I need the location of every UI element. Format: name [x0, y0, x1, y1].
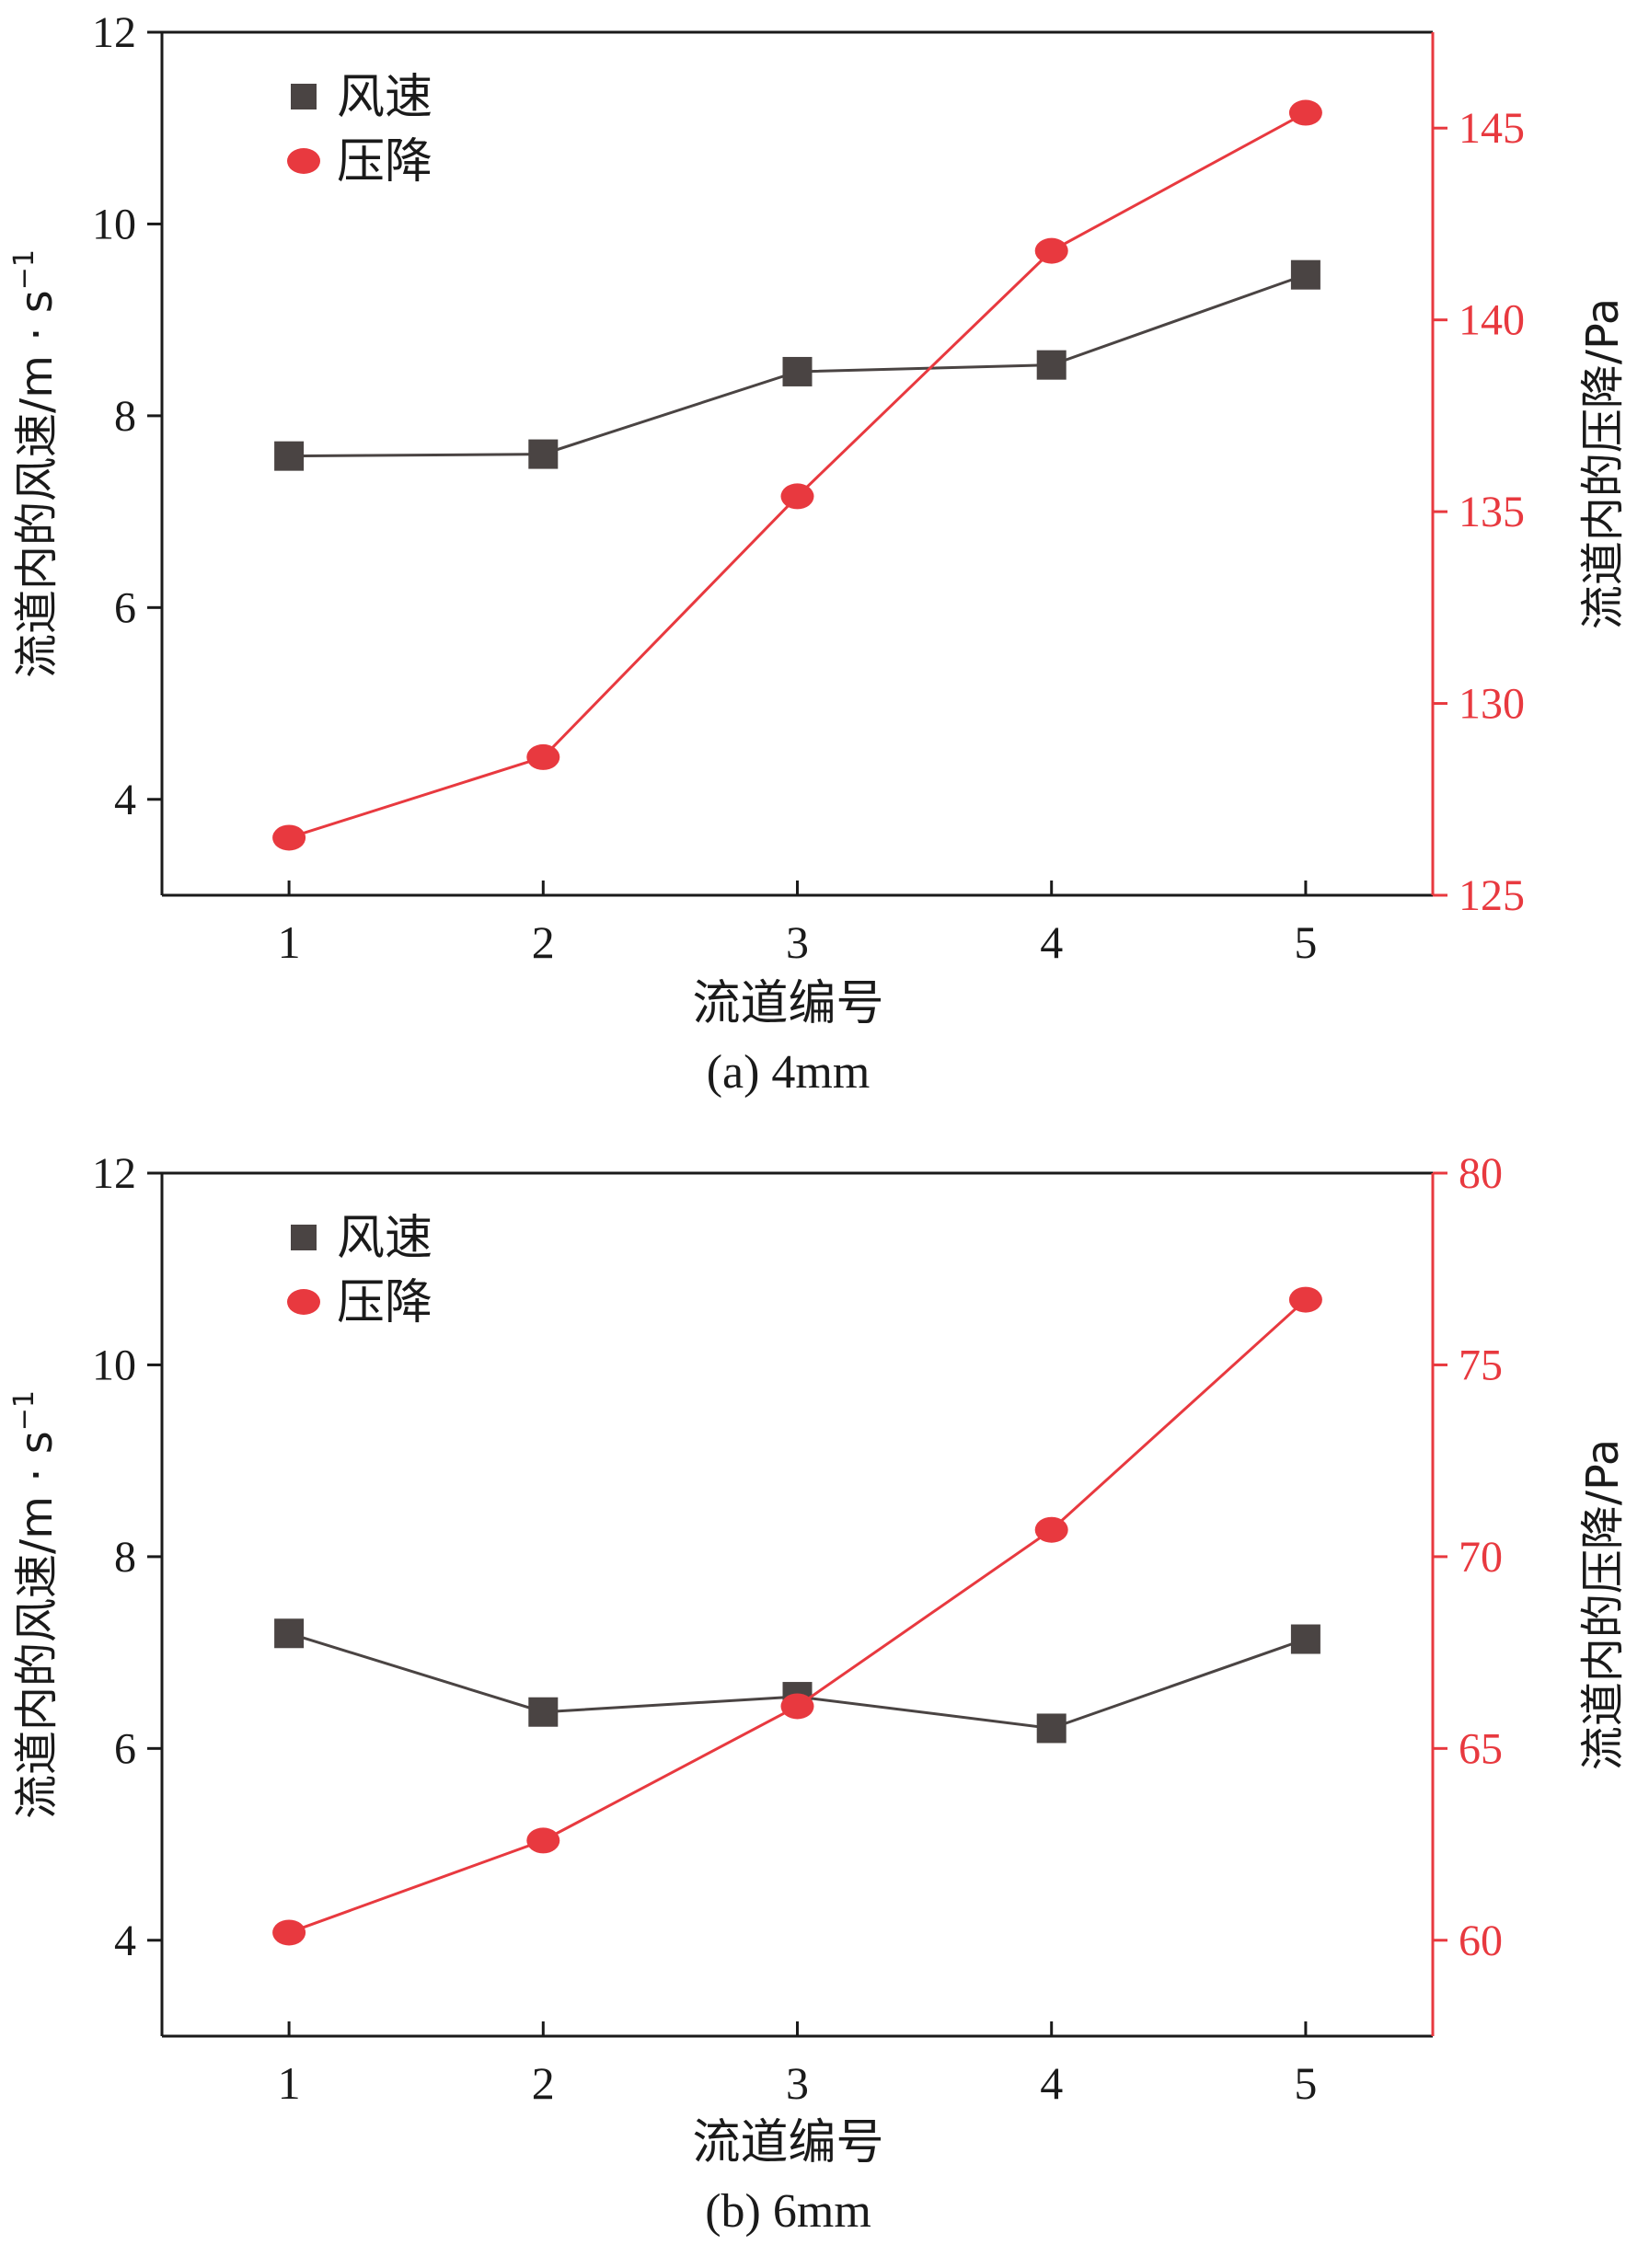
- x-axis-title: 流道编号: [692, 2115, 883, 2170]
- data-point-circle: [1034, 237, 1068, 264]
- data-point-square: [1290, 1624, 1320, 1654]
- left-y-axis-title-text: 流道内的风速/m · s: [11, 1431, 63, 1819]
- x-tick-label: 5: [1294, 916, 1317, 968]
- x-tick-label: 1: [278, 2057, 301, 2109]
- legend-marker-square: [291, 84, 317, 109]
- data-point-circle: [1288, 1286, 1322, 1313]
- left-y-tick-label: 12: [92, 1149, 136, 1198]
- series-line: [288, 1298, 1307, 1934]
- series-wind-speed: [274, 259, 1320, 471]
- x-tick-label: 4: [1040, 916, 1063, 968]
- left-y-axis-title-superscript: −1: [8, 249, 40, 290]
- legend-label-wind-speed: 风速: [337, 1211, 432, 1266]
- left-y-axis-title-superscript: −1: [8, 1390, 40, 1431]
- x-tick-label: 3: [786, 2057, 809, 2109]
- right-y-tick-label: 130: [1459, 680, 1525, 729]
- right-y-axis-title: 流道内的压降/Pa: [1577, 1439, 1629, 1770]
- x-tick-label: 3: [786, 916, 809, 968]
- data-point-square: [274, 441, 305, 471]
- panel-caption: (b) 6mm: [705, 2185, 871, 2238]
- data-point-circle: [526, 743, 560, 770]
- data-point-circle: [780, 1693, 814, 1720]
- left-y-tick-label: 6: [114, 1724, 136, 1773]
- panel-caption: (a) 4mm: [707, 1046, 871, 1099]
- data-point-square: [274, 1618, 305, 1649]
- x-tick-label: 2: [532, 916, 555, 968]
- data-point-square: [1290, 259, 1320, 290]
- series-wind-speed: [274, 1618, 1320, 1744]
- data-point-circle: [272, 824, 306, 851]
- series-line: [288, 111, 1307, 839]
- data-point-square: [1036, 350, 1067, 380]
- data-point-circle: [526, 1827, 560, 1854]
- left-y-tick-label: 10: [92, 200, 136, 248]
- x-tick-label: 4: [1040, 2057, 1063, 2109]
- x-tick-label: 1: [278, 916, 301, 968]
- data-point-square: [1036, 1713, 1067, 1744]
- right-y-tick-label: 70: [1459, 1533, 1503, 1582]
- right-y-tick-label: 80: [1459, 1149, 1503, 1198]
- left-y-axis-title: 流道内的风速/m · s−1: [8, 249, 63, 678]
- data-point-circle: [780, 483, 814, 510]
- data-point-circle: [1288, 99, 1322, 126]
- left-y-axis-title: 流道内的风速/m · s−1: [8, 1390, 63, 1819]
- left-y-axis-title-text: 流道内的风速/m · s: [11, 290, 63, 678]
- legend-label-pressure-drop: 压降: [337, 134, 432, 190]
- series-pressure-drop: [272, 99, 1322, 851]
- left-y-tick-label: 4: [114, 1917, 136, 1965]
- x-tick-label: 2: [532, 2057, 555, 2109]
- right-y-tick-label: 125: [1459, 871, 1525, 920]
- x-tick-label: 5: [1294, 2057, 1317, 2109]
- data-point-circle: [272, 1919, 306, 1946]
- legend-label-pressure-drop: 压降: [337, 1275, 432, 1330]
- data-point-square: [782, 356, 813, 386]
- right-y-tick-label: 65: [1459, 1724, 1503, 1773]
- right-y-tick-label: 135: [1459, 488, 1525, 536]
- legend-marker-circle: [287, 1289, 320, 1315]
- right-y-tick-label: 75: [1459, 1341, 1503, 1389]
- left-y-tick-label: 10: [92, 1341, 136, 1389]
- right-y-tick-label: 60: [1459, 1917, 1503, 1965]
- right-y-tick-label: 145: [1459, 104, 1525, 153]
- left-y-tick-label: 8: [114, 392, 136, 441]
- data-point-circle: [1034, 1516, 1068, 1543]
- left-y-tick-label: 6: [114, 583, 136, 632]
- legend-marker-square: [291, 1225, 317, 1250]
- legend-marker-circle: [287, 148, 320, 174]
- data-point-square: [528, 1697, 559, 1727]
- left-y-tick-label: 12: [92, 8, 136, 57]
- data-point-square: [528, 439, 559, 469]
- right-y-tick-label: 140: [1459, 296, 1525, 345]
- left-y-tick-label: 8: [114, 1533, 136, 1582]
- left-y-tick-label: 4: [114, 776, 136, 824]
- series-pressure-drop: [272, 1286, 1322, 1946]
- legend-label-wind-speed: 风速: [337, 70, 432, 125]
- x-axis-title: 流道编号: [692, 976, 883, 1031]
- right-y-axis-title: 流道内的压降/Pa: [1577, 298, 1629, 629]
